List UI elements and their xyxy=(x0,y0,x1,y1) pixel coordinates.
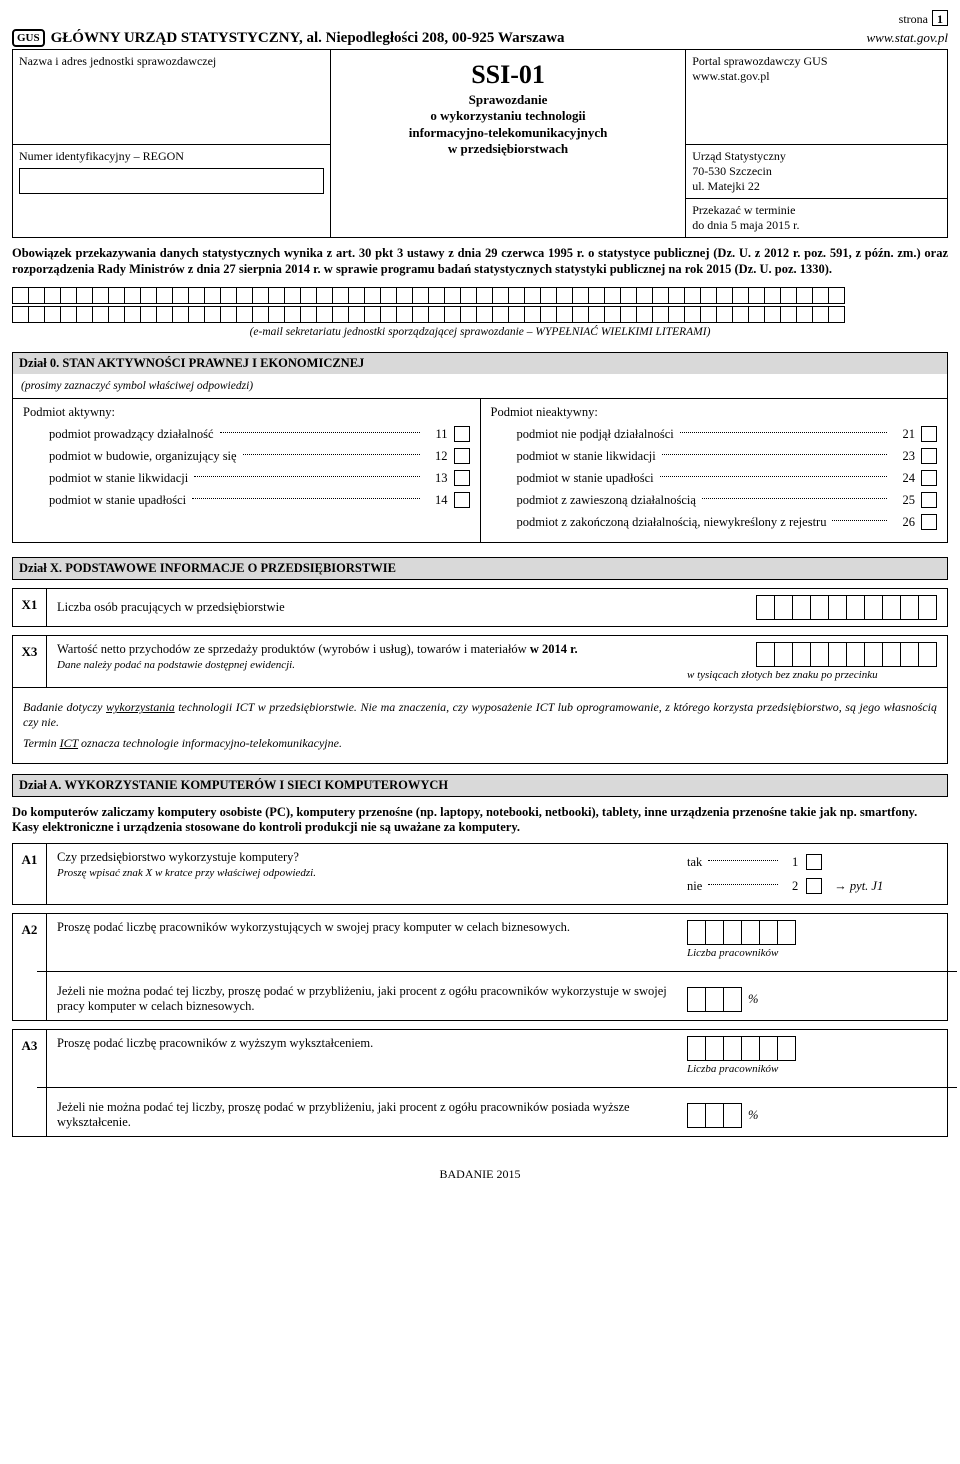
x1-code: X1 xyxy=(13,589,47,626)
a1-yes[interactable]: tak 1 xyxy=(687,854,822,870)
a1-answers: tak 1 nie 2 → pyt. J1 xyxy=(677,844,947,904)
gus-logo: GUS xyxy=(12,29,45,47)
a1-code: A1 xyxy=(13,844,47,904)
x3-code: X3 xyxy=(13,636,47,687)
cell-office-addr: Urząd Statystyczny 70-530 Szczecin ul. M… xyxy=(686,145,948,199)
inactive-title: Podmiot nieaktywny: xyxy=(491,405,938,420)
option-25[interactable]: podmiot z zawieszoną działalnością25 xyxy=(517,492,938,508)
section-0-sub: (prosimy zaznaczyć symbol właściwej odpo… xyxy=(21,378,939,396)
section-0-body: (prosimy zaznaczyć symbol właściwej odpo… xyxy=(12,374,948,398)
page-number: strona1 xyxy=(12,10,948,27)
section-a-header: Dział A. WYKORZYSTANIE KOMPUTERÓW I SIEC… xyxy=(12,774,948,797)
a3-input1[interactable]: Liczba pracowników xyxy=(677,1030,947,1081)
option-21[interactable]: podmiot nie podjął działalności21 xyxy=(517,426,938,442)
a2-code: A2 xyxy=(13,914,47,1020)
question-x1: X1 Liczba osób pracujących w przedsiębio… xyxy=(12,588,948,627)
email-grid[interactable] xyxy=(12,287,948,323)
col-inactive: Podmiot nieaktywny: podmiot nie podjął d… xyxy=(480,399,948,542)
option-23[interactable]: podmiot w stanie likwidacji23 xyxy=(517,448,938,464)
x3-text: Wartość netto przychodów ze sprzedaży pr… xyxy=(47,636,677,687)
regon-input[interactable] xyxy=(19,168,324,194)
form-code: SSI-01 xyxy=(337,54,679,92)
section-0-header: Dział 0. STAN AKTYWNOŚCI PRAWNEJ I EKONO… xyxy=(12,352,948,374)
option-11[interactable]: podmiot prowadzący działalność11 xyxy=(49,426,470,442)
legal-text: Obowiązek przekazywania danych statystyc… xyxy=(12,246,948,277)
email-caption: (e-mail sekretariatu jednostki sporządza… xyxy=(12,326,948,338)
option-13[interactable]: podmiot w stanie likwidacji13 xyxy=(49,470,470,486)
option-24[interactable]: podmiot w stanie upadłości24 xyxy=(517,470,938,486)
cell-deadline: Przekazać w terminie do dnia 5 maja 2015… xyxy=(686,199,948,238)
cell-form-title: SSI-01 Sprawozdanie o wykorzystaniu tech… xyxy=(330,50,685,238)
question-x3: X3 Wartość netto przychodów ze sprzedaży… xyxy=(12,635,948,764)
question-a2: A2 Proszę podać liczbę pracowników wykor… xyxy=(12,913,948,1021)
x3-notes: Badanie dotyczy wykorzystania technologi… xyxy=(13,688,947,763)
x3-input[interactable]: w tysiącach złotych bez znaku po przecin… xyxy=(677,636,947,687)
form-subtitle: Sprawozdanie o wykorzystaniu technologii… xyxy=(337,92,679,157)
a1-text: Czy przedsiębiorstwo wykorzystuje komput… xyxy=(47,844,677,904)
option-12[interactable]: podmiot w budowie, organizujący się12 xyxy=(49,448,470,464)
option-14[interactable]: podmiot w stanie upadłości14 xyxy=(49,492,470,508)
active-title: Podmiot aktywny: xyxy=(23,405,470,420)
section-x-header: Dział X. PODSTAWOWE INFORMACJE O PRZEDSI… xyxy=(12,557,948,580)
x1-input[interactable] xyxy=(677,589,947,626)
a1-no[interactable]: nie 2 → pyt. J1 xyxy=(687,878,883,894)
cell-portal: Portal sprawozdawczy GUS www.stat.gov.pl xyxy=(686,50,948,145)
col-active: Podmiot aktywny: podmiot prowadzący dzia… xyxy=(13,399,480,542)
form-header-table: Nazwa i adres jednostki sprawozdawczej S… xyxy=(12,49,948,238)
cell-regon: Numer identyfikacyjny – REGON xyxy=(13,145,331,238)
a2-q1: Proszę podać liczbę pracowników wykorzys… xyxy=(47,914,677,965)
a2-q2: Jeżeli nie można podać tej liczby, prosz… xyxy=(47,978,677,1020)
org-title: GŁÓWNY URZĄD STATYSTYCZNY, al. Niepodleg… xyxy=(51,30,867,47)
question-a1: A1 Czy przedsiębiorstwo wykorzystuje kom… xyxy=(12,843,948,905)
org-url: www.stat.gov.pl xyxy=(867,30,949,46)
page-footer: BADANIE 2015 xyxy=(12,1167,948,1182)
a3-q2: Jeżeli nie można podać tej liczby, prosz… xyxy=(47,1094,677,1136)
a2-input2[interactable]: % xyxy=(677,978,947,1020)
x1-text: Liczba osób pracujących w przedsiębiorst… xyxy=(47,589,677,626)
option-26[interactable]: podmiot z zakończoną działalnością, niew… xyxy=(517,514,938,530)
section-0-options: Podmiot aktywny: podmiot prowadzący dzia… xyxy=(12,398,948,543)
header-top: GUS GŁÓWNY URZĄD STATYSTYCZNY, al. Niepo… xyxy=(12,29,948,47)
a3-q1: Proszę podać liczbę pracowników z wyższy… xyxy=(47,1030,677,1081)
a3-code: A3 xyxy=(13,1030,47,1136)
cell-unit-name: Nazwa i adres jednostki sprawozdawczej xyxy=(13,50,331,145)
a2-input1[interactable]: Liczba pracowników xyxy=(677,914,947,965)
question-a3: A3 Proszę podać liczbę pracowników z wyż… xyxy=(12,1029,948,1137)
a3-input2[interactable]: % xyxy=(677,1094,947,1136)
section-a-intro: Do komputerów zaliczamy komputery osobis… xyxy=(12,805,948,835)
